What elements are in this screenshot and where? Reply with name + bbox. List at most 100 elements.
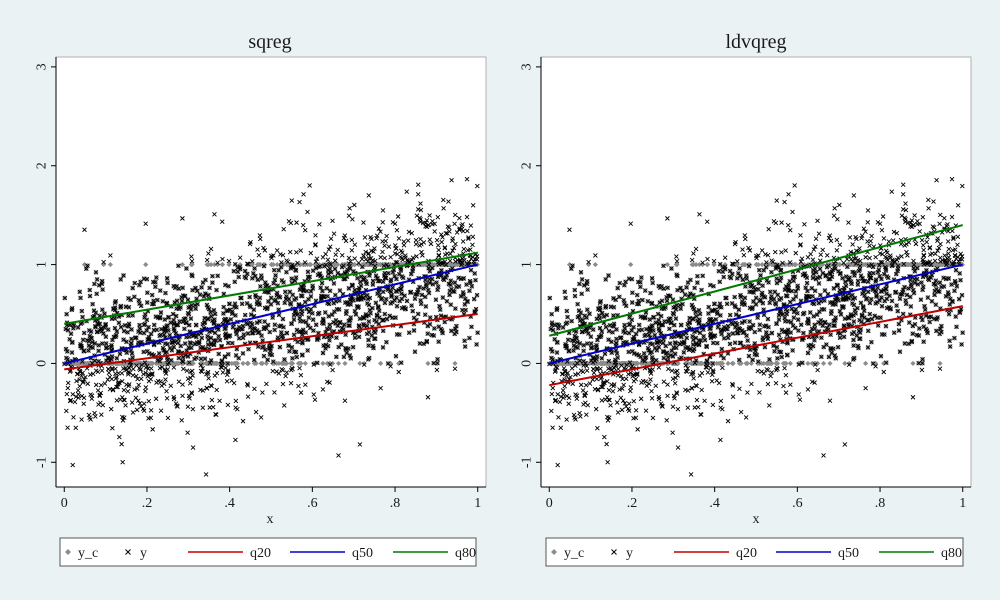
y-point xyxy=(329,312,335,317)
y-tick-label: 2 xyxy=(35,162,50,169)
y-point xyxy=(213,412,218,417)
x-tick-label: .8 xyxy=(390,496,401,511)
y_c-point xyxy=(346,261,352,268)
y-point xyxy=(238,295,243,301)
y-point xyxy=(428,241,434,247)
y-point xyxy=(297,199,302,205)
y-point xyxy=(102,325,107,330)
y-point xyxy=(464,176,470,182)
y_c-point xyxy=(419,261,425,268)
y-point xyxy=(419,292,425,298)
y_c-point xyxy=(229,360,235,367)
y-point xyxy=(470,234,476,240)
y-point xyxy=(171,365,177,370)
y-tick-label: -1 xyxy=(35,456,50,468)
y-point xyxy=(278,323,284,329)
y-point xyxy=(136,382,141,388)
y-point xyxy=(216,351,222,357)
y-point xyxy=(187,381,193,386)
y_c-point xyxy=(356,261,362,268)
y-point xyxy=(439,268,444,273)
y-point xyxy=(212,311,218,317)
y-point xyxy=(380,345,386,350)
x-tick-label: 0 xyxy=(546,496,553,511)
y-point xyxy=(250,330,256,336)
y-point xyxy=(173,401,179,406)
y_c-point xyxy=(205,261,212,268)
y-point xyxy=(70,462,76,468)
y-point xyxy=(425,331,431,336)
y_c-point xyxy=(245,360,251,367)
y-tick-label: 2 xyxy=(520,162,535,169)
y-point xyxy=(215,273,221,279)
y-point xyxy=(418,219,423,225)
y-point xyxy=(151,342,157,348)
y-point xyxy=(97,393,103,399)
y-point xyxy=(153,396,159,402)
y-point xyxy=(443,231,449,236)
y_c-point xyxy=(101,261,107,268)
y-point xyxy=(327,288,333,294)
y-point xyxy=(361,362,367,367)
y-point xyxy=(245,381,250,387)
y-point xyxy=(432,326,437,331)
y-point xyxy=(221,304,226,310)
x-tick-label: .4 xyxy=(709,496,720,511)
y-point xyxy=(423,304,429,309)
y_c-point xyxy=(302,360,308,367)
y-point xyxy=(462,338,467,344)
y-point xyxy=(399,291,404,297)
y-point xyxy=(460,290,466,295)
y-point xyxy=(261,344,266,349)
y-point xyxy=(355,275,360,281)
y_c-point xyxy=(212,360,218,367)
y-point xyxy=(336,453,341,458)
y_c-point xyxy=(263,360,269,367)
y-point xyxy=(248,312,254,317)
y-point xyxy=(458,293,464,299)
y-point xyxy=(472,309,477,314)
y-point xyxy=(352,242,358,248)
y-point xyxy=(452,280,458,285)
y_c-point xyxy=(447,261,453,268)
y-point xyxy=(195,301,200,307)
y-point xyxy=(473,306,479,312)
y-point xyxy=(412,349,418,355)
y-point xyxy=(210,404,216,410)
y_c-point xyxy=(324,360,330,367)
y-point xyxy=(320,288,325,294)
y-point xyxy=(325,334,331,339)
y-point xyxy=(71,414,76,420)
y-point xyxy=(422,294,428,300)
y_c-point xyxy=(361,360,367,367)
y-point xyxy=(114,384,119,390)
x-tick-label: .8 xyxy=(875,496,886,511)
y_c-point xyxy=(429,261,435,268)
y-point xyxy=(292,278,298,284)
y_c-point xyxy=(257,261,263,268)
y-point xyxy=(384,339,389,345)
y_c-point xyxy=(240,360,246,367)
y-point xyxy=(129,400,135,405)
y-point xyxy=(472,271,478,276)
y-point xyxy=(235,365,240,371)
y_c-point xyxy=(107,261,113,268)
y-point xyxy=(204,386,210,391)
y-point xyxy=(430,281,436,287)
y-point xyxy=(248,304,253,310)
y_c-point xyxy=(365,261,371,268)
y_c-point xyxy=(308,261,314,268)
y-point xyxy=(435,274,441,280)
y-point xyxy=(258,415,264,420)
y-point xyxy=(139,362,144,368)
y_c-point xyxy=(251,360,258,367)
y_c-point xyxy=(285,261,291,268)
y-point xyxy=(205,334,210,339)
y-point xyxy=(137,400,143,406)
y-point xyxy=(112,325,118,331)
y_c-point xyxy=(296,360,303,367)
y-point xyxy=(280,316,286,322)
y-point xyxy=(380,279,386,285)
y-point xyxy=(160,298,166,304)
y-point xyxy=(452,221,457,227)
